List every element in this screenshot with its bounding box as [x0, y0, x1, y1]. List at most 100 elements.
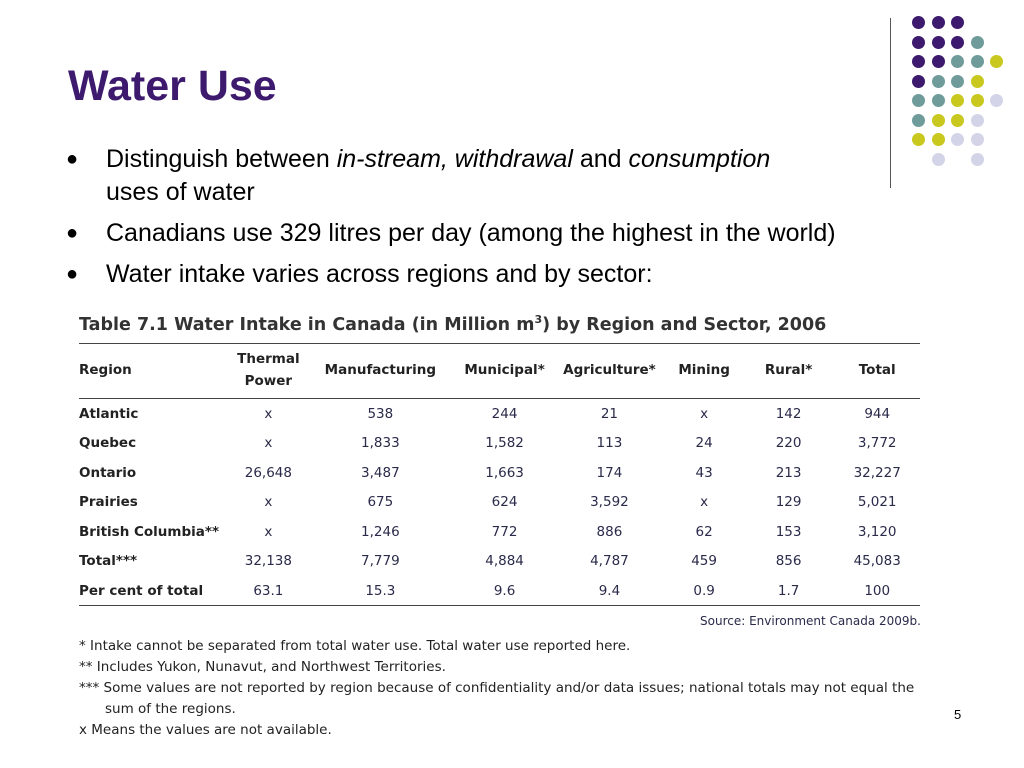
row-label: Quebec	[79, 435, 137, 452]
column-header: Municipal*	[455, 342, 554, 399]
table-cell: x	[264, 435, 273, 452]
row-label: Per cent of total	[79, 575, 232, 607]
table-cell: 3,487	[361, 464, 400, 481]
table-cell: 244	[491, 405, 518, 422]
decorative-dot	[931, 74, 945, 88]
table-cell: 129	[775, 494, 802, 511]
table-cell: 15.3	[305, 575, 456, 607]
bullet-icon: ●	[66, 222, 79, 244]
decorative-dot	[951, 133, 964, 146]
table-row: Atlantic x 538 244 21 x 142 944	[79, 398, 920, 428]
table-cell: 9.4	[553, 575, 666, 607]
table-row: British Columbia** x 1,246 772 886 62 153 3,120	[79, 517, 920, 547]
water-intake-table: Region Thermal Power Manufacturing Munic…	[79, 342, 920, 607]
table-cell: 153	[775, 523, 802, 540]
table-cell: x	[264, 494, 273, 511]
decorative-dot	[951, 35, 964, 49]
slide-title: Water Use	[68, 62, 277, 110]
decorative-dot	[951, 55, 964, 68]
decorative-dot	[912, 113, 925, 127]
table-cell: 4,787	[590, 553, 629, 570]
bullet-item: ● Distinguish between in-stream, withdra…	[66, 143, 956, 209]
decorative-dot	[931, 113, 945, 127]
decorative-dot	[990, 55, 1003, 68]
decorative-dot	[970, 133, 984, 146]
table-row: Quebec x 1,833 1,582 113 24 220 3,772	[79, 428, 920, 458]
decorative-dot	[951, 113, 964, 127]
table-notes: * Intake cannot be separated from total …	[79, 636, 921, 741]
table-row: Prairies x 675 624 3,592 x 129 5,021	[79, 487, 920, 517]
slide-number: 5	[954, 707, 962, 722]
table-cell: 7,779	[361, 553, 400, 570]
table-note: ** Includes Yukon, Nunavut, and Northwes…	[79, 659, 446, 676]
table-cell: 1.7	[742, 575, 835, 607]
row-label: Prairies	[79, 494, 138, 511]
bullet-list: ● Distinguish between in-stream, withdra…	[66, 143, 956, 299]
table-cell: 142	[775, 405, 802, 422]
table-cell: 9.6	[455, 575, 554, 607]
bullet-text: Distinguish between in-stream, withdrawa…	[106, 145, 771, 206]
table-cell: 624	[491, 494, 518, 511]
column-header: Region	[79, 342, 232, 399]
table-caption: Table 7.1 Water Intake in Canada (in Mil…	[79, 313, 827, 335]
table-cell: 63.1	[231, 575, 306, 607]
table-row: Per cent of total 63.1 15.3 9.6 9.4 0.9 1.7 100	[79, 575, 920, 607]
decorative-dot	[970, 94, 984, 107]
table-cell: 100	[834, 575, 920, 607]
table-cell: 0.9	[665, 575, 743, 607]
table-cell: 4,884	[485, 553, 524, 570]
table-cell: 43	[695, 464, 713, 481]
table-cell: 1,246	[361, 523, 400, 540]
table-cell: 3,772	[857, 435, 897, 452]
column-header: Thermal Power	[231, 342, 306, 399]
decorative-dot	[990, 94, 1003, 107]
column-header: Rural*	[742, 342, 835, 399]
table-cell: x	[700, 494, 709, 511]
decorative-dot	[970, 113, 984, 127]
decorative-dot	[951, 94, 964, 107]
table-cell: 538	[367, 405, 394, 422]
water-intake-table-figure: Table 7.1 Water Intake in Canada (in Mil…	[79, 313, 921, 741]
table-cell: 213	[775, 464, 802, 481]
table-cell: 3,592	[590, 494, 629, 511]
column-header: Total	[834, 342, 920, 399]
table-cell: 675	[367, 494, 394, 511]
table-cell: x	[700, 405, 709, 422]
decorative-dot	[912, 74, 925, 88]
table-note: sum of the regions.	[105, 701, 236, 718]
table-cell: 886	[596, 523, 623, 540]
bullet-icon: ●	[66, 263, 79, 285]
decorative-divider	[890, 18, 891, 188]
row-label: Ontario	[79, 464, 137, 481]
decorative-dot	[951, 16, 964, 29]
decorative-dot	[931, 152, 945, 166]
bullet-text: Canadians use 329 litres per day (among …	[106, 219, 836, 247]
decorative-dot	[912, 94, 925, 107]
table-header-row: Region Thermal Power Manufacturing Munic…	[79, 342, 920, 399]
table-cell: 26,648	[244, 464, 292, 481]
row-label: Atlantic	[79, 405, 139, 422]
row-label: British Columbia**	[79, 523, 220, 540]
table-note: *** Some values are not reported by regi…	[79, 680, 915, 697]
decorative-dot	[970, 74, 984, 88]
decorative-dot	[970, 35, 984, 49]
row-label: Total***	[79, 553, 138, 570]
table-note: * Intake cannot be separated from total …	[79, 638, 631, 655]
table-cell: 856	[775, 553, 802, 570]
table-note: x Means the values are not available.	[79, 722, 332, 739]
decorative-dot	[931, 55, 945, 68]
table-cell: 32,227	[853, 464, 901, 481]
table-cell: 62	[695, 523, 713, 540]
table-cell: x	[264, 523, 273, 540]
decorative-dot	[970, 55, 984, 68]
decorative-dot	[931, 35, 945, 49]
decorative-dot	[912, 133, 925, 146]
table-cell: 3,120	[857, 523, 897, 540]
table-cell: 174	[596, 464, 623, 481]
column-header: Manufacturing	[305, 342, 456, 399]
decorative-dot	[931, 16, 945, 29]
bullet-icon: ●	[66, 148, 79, 170]
table-cell: 45,083	[853, 553, 901, 570]
table-source: Source: Environment Canada 2009b.	[700, 614, 921, 629]
table-cell: 944	[864, 405, 891, 422]
